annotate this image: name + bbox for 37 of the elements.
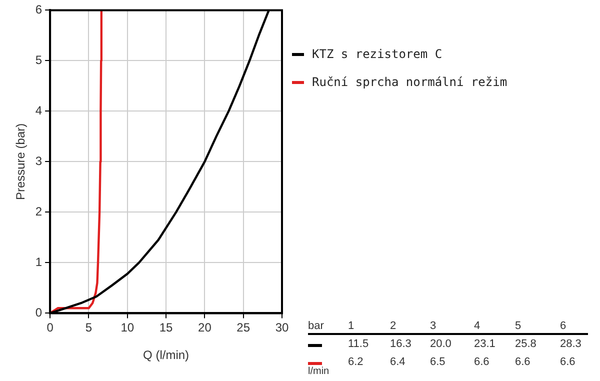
- legend-label: Ruční sprcha normální režim: [312, 75, 508, 89]
- y-tick-label: 0: [35, 306, 42, 320]
- text: 2: [390, 320, 396, 332]
- y-tick-label: 5: [35, 53, 42, 68]
- y-tick-label: 2: [35, 204, 42, 219]
- text: 6.6: [474, 356, 490, 368]
- x-tick-label: 0: [46, 320, 54, 335]
- text: 16.3: [390, 338, 412, 350]
- text: 3: [430, 320, 436, 332]
- text: l/min: [308, 366, 330, 377]
- text: 6.5: [430, 356, 446, 368]
- y-tick-label: 1: [35, 255, 42, 270]
- y-tick-label: 6: [35, 2, 42, 17]
- y-axis-title: Pressure (bar): [14, 123, 28, 200]
- legend-label: KTZ s rezistorem C: [312, 47, 442, 61]
- text: 6.6: [560, 356, 576, 368]
- x-tick-label: 5: [85, 320, 92, 335]
- text: 23.1: [474, 338, 496, 350]
- text: 4: [474, 320, 480, 332]
- x-tick-label: 10: [120, 320, 134, 335]
- y-tick-label: 3: [35, 154, 42, 168]
- text: 6.2: [348, 356, 364, 368]
- x-tick-label: 15: [159, 320, 174, 335]
- text: 20.0: [430, 338, 452, 350]
- x-axis-title: Q (l/min): [143, 348, 190, 362]
- text: 6.4: [390, 356, 406, 368]
- text: 11.5: [348, 338, 369, 350]
- text: 6.6: [515, 356, 530, 368]
- text: 6: [560, 320, 566, 332]
- x-tick-label: 30: [275, 320, 289, 335]
- text: 1: [348, 320, 354, 332]
- x-tick-label: 20: [198, 320, 212, 335]
- text: 28.3: [560, 338, 582, 350]
- text: bar: [308, 320, 324, 332]
- text: 25.8: [515, 338, 536, 350]
- y-tick-label: 4: [35, 104, 42, 118]
- x-tick-label: 25: [236, 320, 250, 335]
